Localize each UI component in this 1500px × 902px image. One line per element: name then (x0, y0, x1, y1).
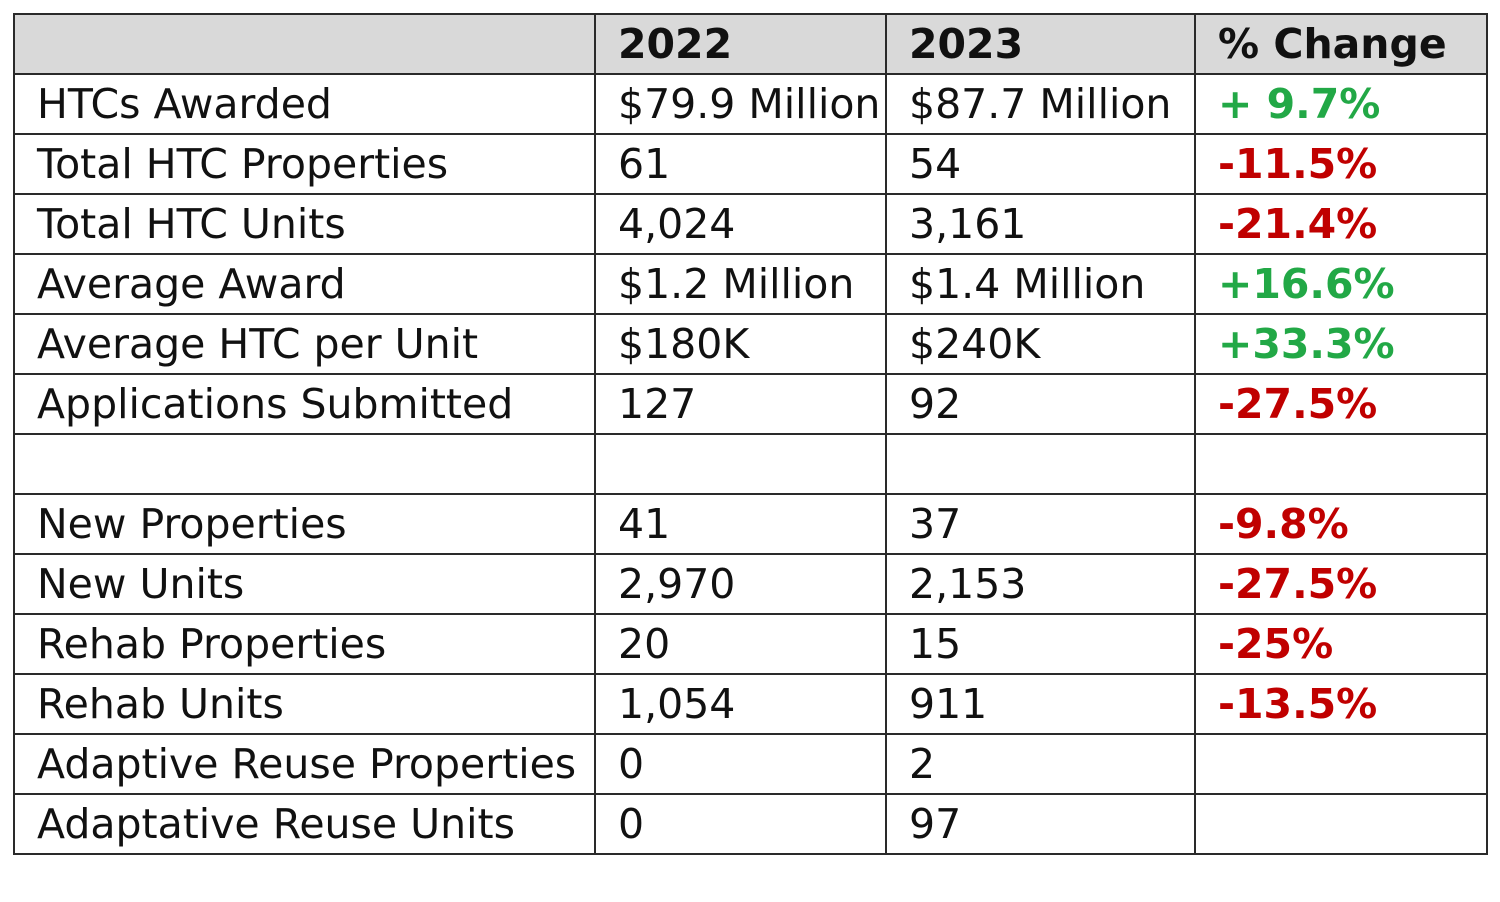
percent-change-cell: -27.5% (1194, 553, 1488, 615)
value-2023-cell: 97 (885, 793, 1196, 855)
percent-change-cell: -11.5% (1194, 133, 1488, 195)
value-2022-cell: 4,024 (594, 193, 887, 255)
percent-change-cell: +16.6% (1194, 253, 1488, 315)
header-cell-2022: 2022 (594, 13, 887, 75)
percent-change-cell (1194, 733, 1488, 795)
metric-label-cell: Total HTC Units (13, 193, 596, 255)
percent-change-cell: + 9.7% (1194, 73, 1488, 135)
metric-label-cell: Adaptive Reuse Properties (13, 733, 596, 795)
header-cell-metric (13, 13, 596, 75)
table-row: HTCs Awarded $79.9 Million $87.7 Million + … (13, 73, 1488, 135)
value-2023-cell: 92 (885, 373, 1196, 435)
percent-change-cell (1194, 433, 1488, 495)
metric-label-cell: Average Award (13, 253, 596, 315)
htc-comparison-table-container: 2022 2023 % Change HTCs Awarded $79.9 Mil… (13, 13, 1488, 855)
value-2022-cell: 1,054 (594, 673, 887, 735)
htc-comparison-table: 2022 2023 % Change HTCs Awarded $79.9 Mil… (13, 13, 1488, 855)
value-2023-cell: $87.7 Million (885, 73, 1196, 135)
header-cell-change: % Change (1194, 13, 1488, 75)
header-row: 2022 2023 % Change (13, 13, 1488, 75)
table-row (13, 433, 1488, 495)
value-2023-cell: 3,161 (885, 193, 1196, 255)
value-2022-cell: 2,970 (594, 553, 887, 615)
metric-label-cell: Rehab Properties (13, 613, 596, 675)
table-row: Rehab Properties 20 15 -25% (13, 613, 1488, 675)
value-2023-cell: $240K (885, 313, 1196, 375)
value-2023-cell (885, 433, 1196, 495)
table-row: Average Award $1.2 Million $1.4 Million +16… (13, 253, 1488, 315)
metric-label-cell: Average HTC per Unit (13, 313, 596, 375)
percent-change-cell: -25% (1194, 613, 1488, 675)
value-2022-cell: $1.2 Million (594, 253, 887, 315)
value-2022-cell: 127 (594, 373, 887, 435)
table-row: Adaptive Reuse Properties 0 2 (13, 733, 1488, 795)
metric-label-cell: Applications Submitted (13, 373, 596, 435)
metric-label-cell: Rehab Units (13, 673, 596, 735)
table-row: Adaptative Reuse Units 0 97 (13, 793, 1488, 855)
value-2022-cell: 41 (594, 493, 887, 555)
percent-change-cell: -9.8% (1194, 493, 1488, 555)
table-row: Total HTC Properties 61 54 -11.5% (13, 133, 1488, 195)
metric-label-cell: New Units (13, 553, 596, 615)
metric-label-cell (13, 433, 596, 495)
percent-change-cell: -13.5% (1194, 673, 1488, 735)
value-2022-cell (594, 433, 887, 495)
value-2023-cell: 37 (885, 493, 1196, 555)
percent-change-cell: +33.3% (1194, 313, 1488, 375)
table-row: Total HTC Units 4,024 3,161 -21.4% (13, 193, 1488, 255)
value-2023-cell: 15 (885, 613, 1196, 675)
metric-label-cell: Total HTC Properties (13, 133, 596, 195)
value-2022-cell: 61 (594, 133, 887, 195)
table-row: New Units 2,970 2,153 -27.5% (13, 553, 1488, 615)
value-2022-cell: $79.9 Million (594, 73, 887, 135)
table-row: Average HTC per Unit $180K $240K +33.3% (13, 313, 1488, 375)
value-2023-cell: 2,153 (885, 553, 1196, 615)
metric-label-cell: HTCs Awarded (13, 73, 596, 135)
value-2023-cell: $1.4 Million (885, 253, 1196, 315)
value-2022-cell: 20 (594, 613, 887, 675)
percent-change-cell (1194, 793, 1488, 855)
value-2023-cell: 54 (885, 133, 1196, 195)
table-row: Applications Submitted 127 92 -27.5% (13, 373, 1488, 435)
value-2022-cell: 0 (594, 793, 887, 855)
table-row: New Properties 41 37 -9.8% (13, 493, 1488, 555)
percent-change-cell: -27.5% (1194, 373, 1488, 435)
value-2022-cell: 0 (594, 733, 887, 795)
table-row: Rehab Units 1,054 911 -13.5% (13, 673, 1488, 735)
metric-label-cell: New Properties (13, 493, 596, 555)
header-cell-2023: 2023 (885, 13, 1196, 75)
value-2023-cell: 2 (885, 733, 1196, 795)
table-body: HTCs Awarded $79.9 Million $87.7 Million + … (13, 73, 1488, 855)
metric-label-cell: Adaptative Reuse Units (13, 793, 596, 855)
value-2022-cell: $180K (594, 313, 887, 375)
value-2023-cell: 911 (885, 673, 1196, 735)
percent-change-cell: -21.4% (1194, 193, 1488, 255)
